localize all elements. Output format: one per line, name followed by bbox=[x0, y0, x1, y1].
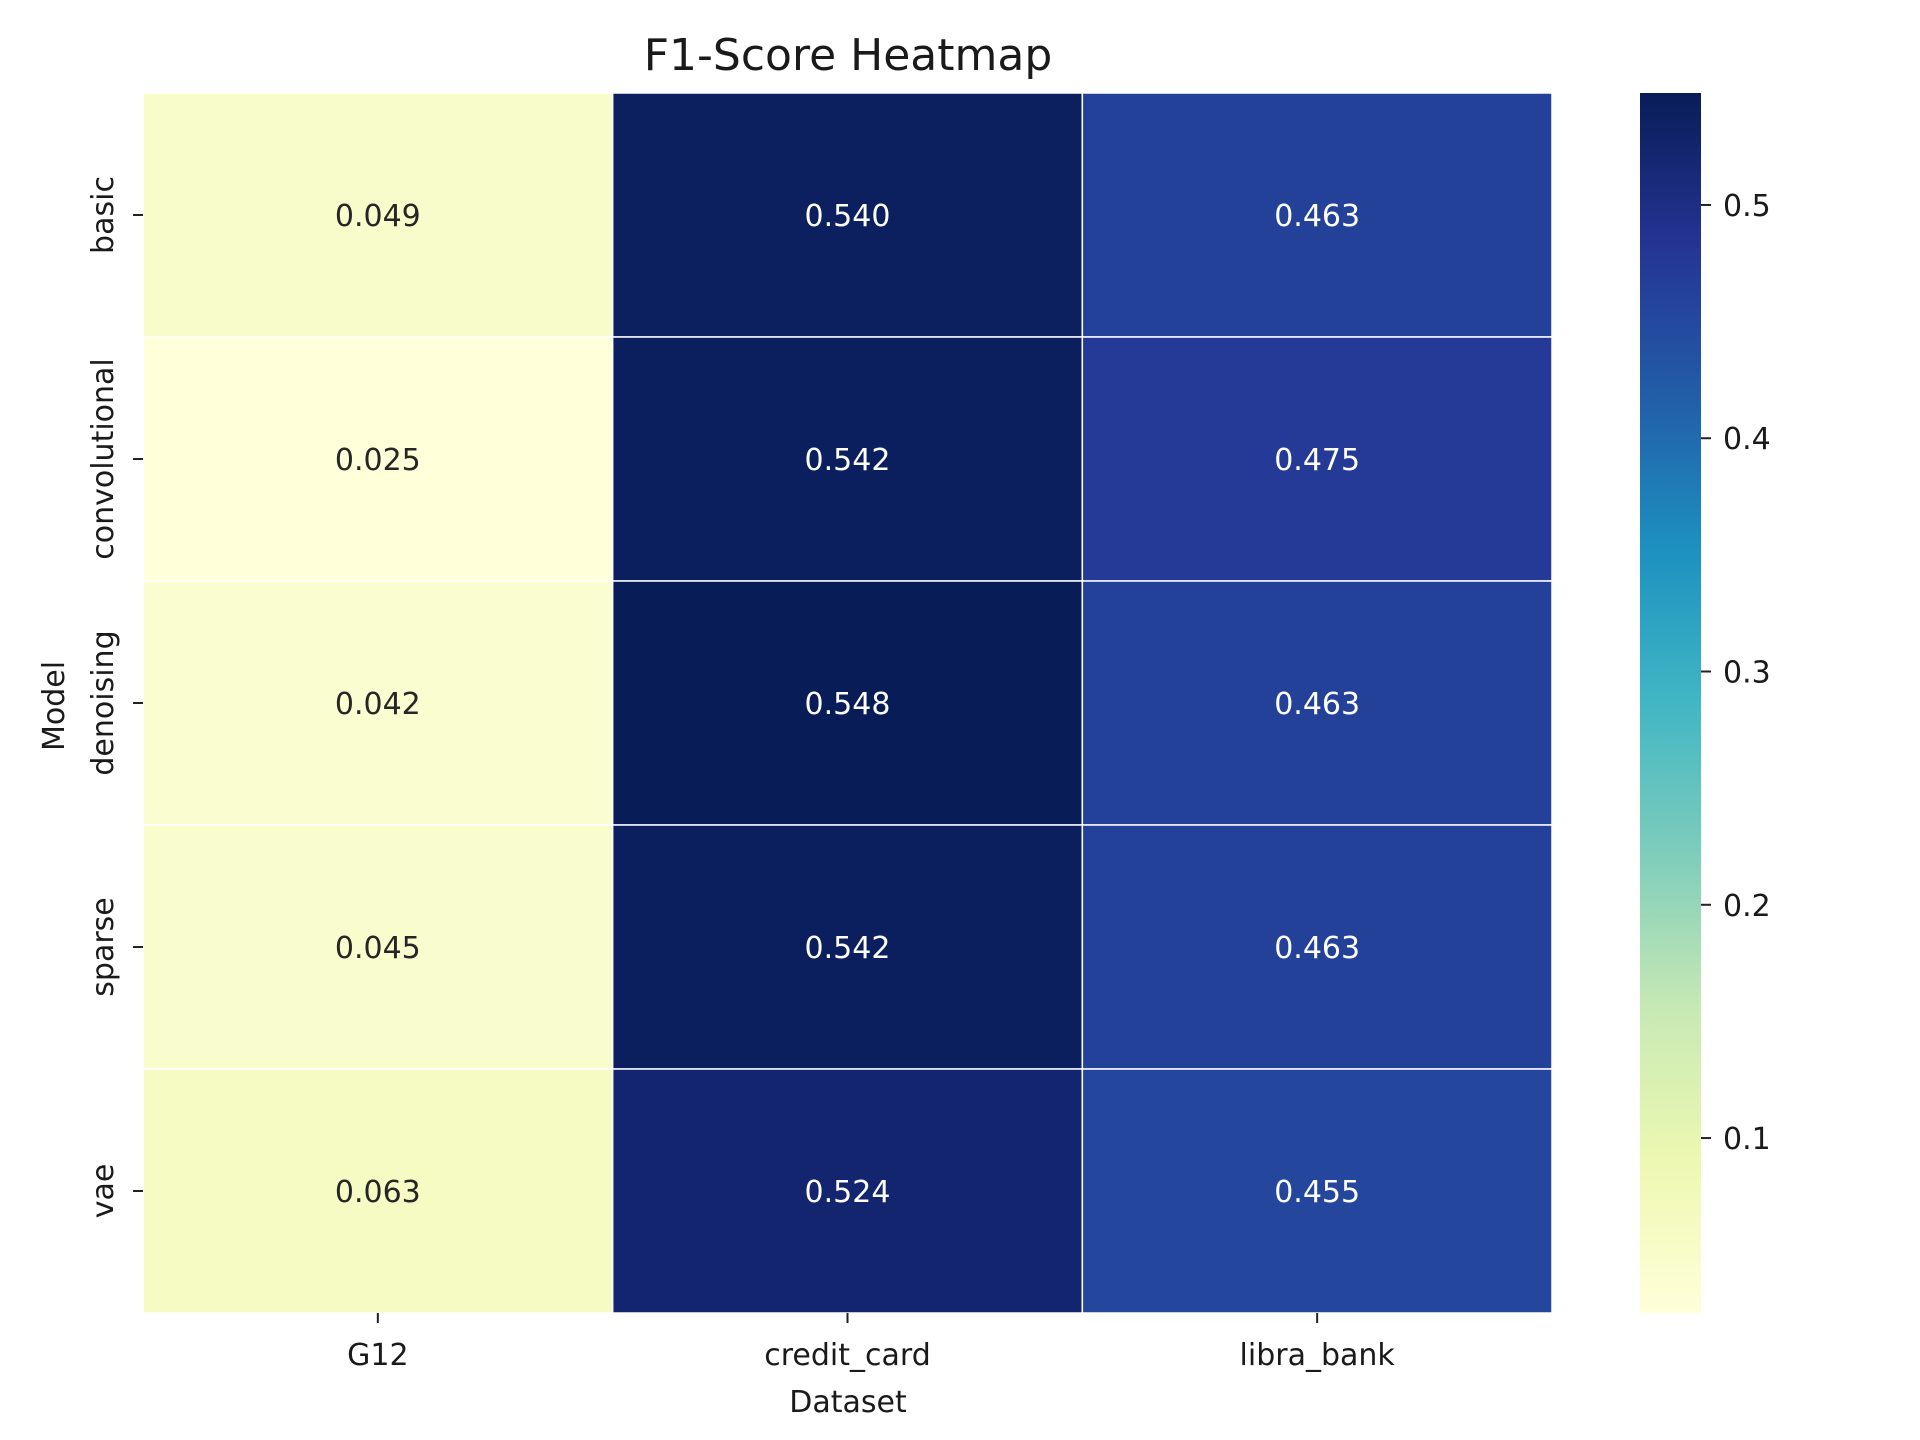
cell-value-label: 0.548 bbox=[805, 687, 891, 722]
cell-value-label: 0.540 bbox=[805, 199, 891, 234]
colorbar-tick-label: 0.4 bbox=[1723, 422, 1771, 457]
heatmap-cells: 0.049 0.540 0.463 0.025 0.542 0.475 0.042 0.548… bbox=[142, 92, 1553, 1314]
heatmap-cell bbox=[1081, 336, 1553, 582]
heatmap-cell bbox=[142, 92, 614, 338]
cell-value-label: 0.049 bbox=[335, 199, 421, 234]
y-tick-label: sparse bbox=[86, 897, 121, 996]
cell-value-label: 0.463 bbox=[1274, 687, 1360, 722]
x-axis-ticks: G12 credit_card libra_bank bbox=[347, 1313, 1395, 1373]
y-axis-ticks: basic convolutional denoising sparse vae bbox=[86, 176, 143, 1218]
colorbar-ticks: 0.1 0.2 0.3 0.4 0.5 bbox=[1701, 189, 1771, 1157]
cell-value-label: 0.542 bbox=[805, 443, 891, 478]
heatmap-cell bbox=[611, 336, 1084, 582]
colorbar-tick-label: 0.3 bbox=[1723, 656, 1771, 691]
x-axis-label: Dataset bbox=[789, 1385, 907, 1420]
heatmap-cell bbox=[1081, 92, 1553, 338]
x-tick-label: credit_card bbox=[764, 1338, 931, 1373]
x-tick-label: G12 bbox=[347, 1338, 408, 1373]
y-tick-label: basic bbox=[86, 176, 121, 254]
cell-value-label: 0.475 bbox=[1274, 443, 1360, 478]
colorbar-tick-label: 0.2 bbox=[1723, 889, 1771, 924]
colorbar bbox=[1640, 93, 1701, 1313]
cell-value-label: 0.542 bbox=[805, 931, 891, 966]
cell-value-label: 0.045 bbox=[335, 931, 421, 966]
heatmap-cell bbox=[611, 580, 1084, 826]
heatmap-cell bbox=[1081, 824, 1553, 1070]
y-tick-label: convolutional bbox=[86, 358, 121, 560]
heatmap-cell bbox=[142, 1068, 614, 1314]
y-tick-label: vae bbox=[86, 1164, 121, 1219]
heatmap-cell bbox=[142, 824, 614, 1070]
y-tick-label: denoising bbox=[86, 630, 121, 775]
colorbar-tick-label: 0.1 bbox=[1723, 1122, 1771, 1157]
cell-value-label: 0.063 bbox=[335, 1175, 421, 1210]
cell-value-label: 0.463 bbox=[1274, 199, 1360, 234]
heatmap-cell bbox=[142, 336, 614, 582]
x-tick-label: libra_bank bbox=[1240, 1338, 1396, 1373]
cell-value-label: 0.025 bbox=[335, 443, 421, 478]
heatmap-cell bbox=[142, 580, 614, 826]
heatmap-cell bbox=[1081, 1068, 1553, 1314]
cell-value-label: 0.524 bbox=[805, 1175, 891, 1210]
heatmap-cell bbox=[611, 92, 1084, 338]
colorbar-tick-label: 0.5 bbox=[1723, 189, 1771, 224]
cell-value-label: 0.455 bbox=[1274, 1175, 1360, 1210]
cell-value-label: 0.463 bbox=[1274, 931, 1360, 966]
chart-title: F1-Score Heatmap bbox=[644, 30, 1053, 81]
heatmap-cell bbox=[611, 1068, 1084, 1314]
y-axis-label: Model bbox=[37, 661, 72, 751]
cell-value-label: 0.042 bbox=[335, 687, 421, 722]
